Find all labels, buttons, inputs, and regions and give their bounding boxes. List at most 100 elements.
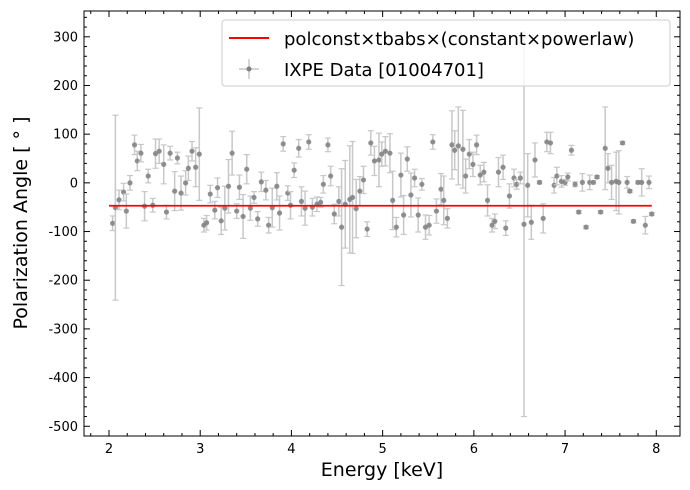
data-marker bbox=[635, 179, 641, 185]
data-marker bbox=[276, 210, 283, 216]
legend-model-label: polconst×tbabs×(constant×powerlaw) bbox=[284, 29, 634, 50]
data-marker bbox=[291, 167, 297, 173]
x-tick-label: 2 bbox=[105, 442, 113, 457]
data-point bbox=[590, 179, 597, 185]
x-tick-label: 3 bbox=[196, 442, 204, 457]
data-marker bbox=[390, 197, 396, 203]
data-marker bbox=[298, 198, 305, 204]
data-marker bbox=[156, 148, 162, 154]
data-marker bbox=[517, 175, 523, 181]
data-point bbox=[626, 188, 633, 194]
data-marker bbox=[430, 139, 436, 145]
data-marker bbox=[503, 225, 509, 231]
axis-ticks: 2 3 4 5 6 7 8 -500 -400 -300 -200 -100 0 100 200 300 bbox=[48, 11, 680, 457]
data-point bbox=[500, 154, 507, 181]
data-point bbox=[229, 130, 236, 176]
data-point bbox=[247, 195, 254, 221]
data-marker bbox=[207, 191, 213, 197]
data-marker bbox=[449, 142, 455, 148]
data-marker bbox=[138, 150, 144, 156]
data-marker bbox=[547, 140, 554, 146]
data-point bbox=[477, 164, 484, 186]
data-point bbox=[375, 132, 382, 188]
data-marker bbox=[382, 148, 388, 154]
y-tick-label: 200 bbox=[53, 79, 78, 94]
data-marker bbox=[639, 179, 645, 185]
data-point bbox=[593, 174, 600, 180]
data-marker bbox=[408, 192, 414, 198]
data-point bbox=[615, 150, 622, 215]
data-marker bbox=[131, 142, 138, 148]
data-point bbox=[624, 175, 631, 189]
data-marker bbox=[318, 199, 324, 205]
data-marker bbox=[572, 181, 578, 187]
data-point bbox=[462, 158, 469, 194]
data-point bbox=[145, 168, 152, 184]
data-point bbox=[254, 210, 261, 227]
data-point bbox=[568, 144, 575, 156]
data-point bbox=[536, 179, 543, 185]
data-point bbox=[448, 110, 455, 180]
data-point bbox=[502, 220, 509, 237]
data-marker bbox=[110, 220, 116, 226]
x-axis-title: Energy [keV] bbox=[321, 459, 443, 481]
data-point bbox=[353, 178, 360, 239]
data-point bbox=[349, 140, 356, 255]
data-point bbox=[429, 134, 436, 150]
data-point bbox=[182, 170, 189, 196]
data-point bbox=[188, 140, 195, 162]
data-marker bbox=[419, 181, 425, 187]
data-point bbox=[440, 175, 447, 226]
data-marker bbox=[178, 190, 184, 196]
data-marker bbox=[251, 194, 257, 201]
data-point bbox=[324, 137, 331, 153]
data-point bbox=[540, 203, 547, 234]
data-point bbox=[236, 174, 243, 201]
data-marker bbox=[398, 172, 404, 178]
y-tick-label: 100 bbox=[53, 128, 78, 143]
data-marker bbox=[371, 158, 378, 164]
data-point bbox=[564, 172, 571, 182]
data-point bbox=[455, 106, 462, 186]
data-marker bbox=[336, 198, 342, 204]
data-marker bbox=[258, 179, 264, 185]
data-marker bbox=[274, 183, 280, 189]
data-marker bbox=[536, 179, 543, 185]
legend-data-swatch bbox=[239, 59, 259, 79]
data-point bbox=[243, 154, 250, 185]
data-marker bbox=[145, 173, 151, 179]
data-marker bbox=[172, 188, 178, 194]
data-point bbox=[134, 150, 141, 172]
data-marker bbox=[152, 151, 159, 157]
data-marker bbox=[368, 140, 374, 146]
data-point bbox=[619, 140, 626, 146]
data-marker bbox=[349, 194, 356, 201]
data-point bbox=[473, 134, 480, 156]
data-point bbox=[489, 217, 496, 233]
data-point bbox=[480, 161, 487, 183]
data-point bbox=[221, 185, 228, 231]
data-marker bbox=[624, 179, 630, 185]
data-point bbox=[211, 200, 218, 220]
data-marker bbox=[387, 150, 393, 156]
data-marker bbox=[649, 211, 655, 217]
y-tick-label: -500 bbox=[48, 420, 78, 435]
data-point bbox=[608, 164, 615, 201]
data-point bbox=[360, 165, 367, 195]
data-point bbox=[152, 138, 159, 169]
data-point bbox=[207, 184, 214, 204]
data-marker bbox=[127, 180, 133, 186]
data-marker bbox=[506, 193, 513, 199]
data-marker bbox=[492, 218, 498, 224]
data-point bbox=[433, 198, 440, 224]
data-marker bbox=[263, 187, 269, 193]
data-marker bbox=[528, 219, 534, 225]
data-marker bbox=[338, 224, 345, 230]
data-point bbox=[178, 175, 185, 211]
data-point bbox=[491, 213, 498, 230]
data-marker bbox=[532, 157, 538, 163]
data-marker bbox=[255, 216, 261, 222]
data-point bbox=[156, 138, 163, 164]
data-marker bbox=[163, 209, 170, 215]
